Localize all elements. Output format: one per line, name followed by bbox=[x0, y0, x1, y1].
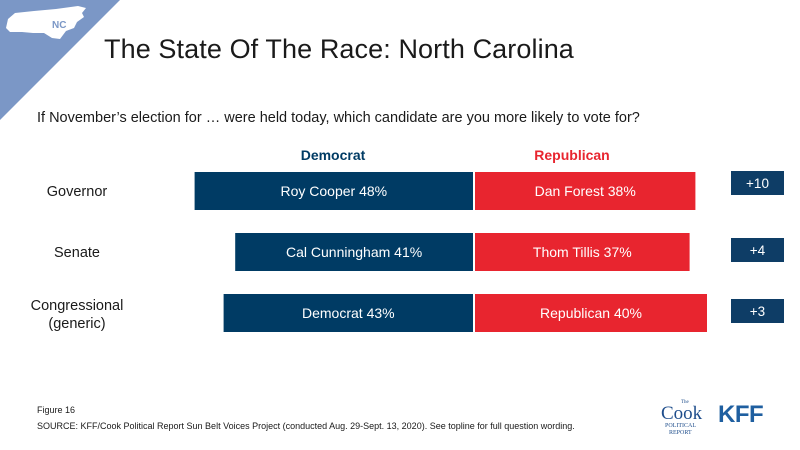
nc-corner-badge: NC bbox=[0, 0, 120, 120]
republican-bar bbox=[475, 233, 690, 271]
democrat-bar-label: Democrat 43% bbox=[302, 305, 395, 321]
republican-bar-label: Thom Tillis 37% bbox=[533, 244, 632, 260]
state-label: NC bbox=[52, 20, 66, 31]
nc-state-outline-icon bbox=[6, 6, 86, 39]
source-note: SOURCE: KFF/Cook Political Report Sun Be… bbox=[37, 421, 575, 431]
category-label: Governor bbox=[47, 184, 108, 200]
kff-logo: KFF bbox=[718, 401, 764, 428]
democrat-bar-label: Roy Cooper 48% bbox=[280, 183, 387, 199]
margin-badge-label: +3 bbox=[750, 304, 765, 319]
cook-political-report-logo: The Cook POLITICAL REPORT bbox=[661, 400, 703, 436]
margin-badge bbox=[731, 299, 784, 323]
figure-label: Figure 16 bbox=[37, 405, 76, 415]
republican-bar-label: Dan Forest 38% bbox=[535, 183, 636, 199]
republican-column-header: Republican bbox=[534, 147, 610, 163]
survey-question: If November’s election for … were held t… bbox=[37, 110, 640, 126]
republican-bar-label: Republican 40% bbox=[540, 305, 642, 321]
republican-bar bbox=[475, 172, 696, 210]
margin-badge-label: +10 bbox=[746, 176, 769, 191]
page-title: The State Of The Race: North Carolina bbox=[104, 34, 574, 64]
democrat-bar-label: Cal Cunningham 41% bbox=[286, 244, 422, 260]
margin-badge-label: +4 bbox=[750, 243, 766, 258]
democrat-bar bbox=[223, 294, 473, 332]
democrat-bar bbox=[235, 233, 473, 271]
svg-text:The: The bbox=[681, 400, 690, 405]
svg-text:Cook: Cook bbox=[661, 403, 703, 424]
category-label: Congressional (generic) bbox=[31, 298, 124, 332]
margin-badge bbox=[731, 171, 784, 195]
democrat-column-header: Democrat bbox=[300, 147, 366, 163]
svg-text:POLITICAL: POLITICAL bbox=[665, 423, 696, 429]
category-label: Senate bbox=[54, 245, 100, 261]
republican-bar bbox=[475, 294, 707, 332]
margin-badge bbox=[731, 238, 784, 262]
svg-text:REPORT: REPORT bbox=[669, 430, 692, 436]
democrat-bar bbox=[194, 172, 473, 210]
